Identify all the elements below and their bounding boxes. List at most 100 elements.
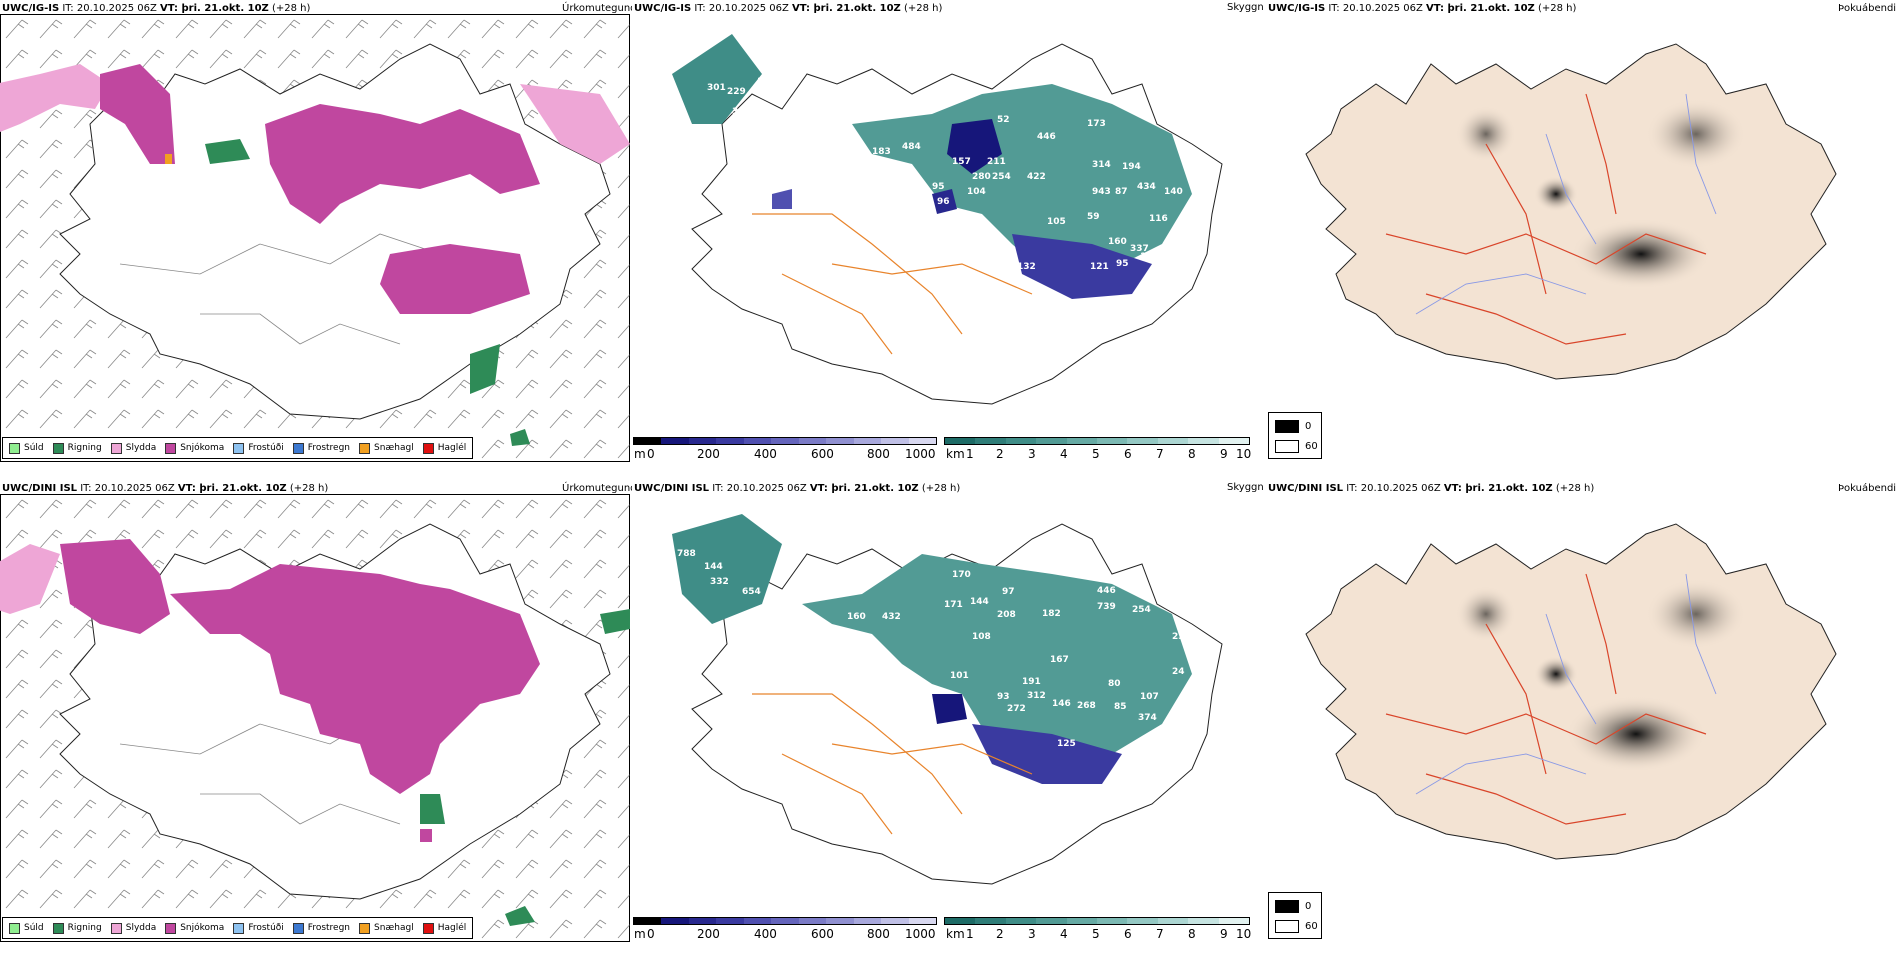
fog-map	[1305, 43, 1837, 380]
ceiling-visibility-map: 301 344 123 229 137 92 183 484 157 95 96…	[672, 34, 1223, 405]
ceiling-tick: 800	[867, 447, 890, 461]
visibility-colorbar: km 1 2 3 4 5 6 7 8 9 10	[944, 917, 1251, 941]
legend-swatch	[110, 442, 122, 454]
panel-title-ceiling: Skyggni	[1227, 2, 1264, 13]
ceiling-label: 80	[1108, 679, 1121, 689]
ceiling-tick: 600	[811, 927, 834, 941]
legend-item: Slydda	[110, 442, 156, 454]
ceiling-label: 422	[1027, 172, 1046, 182]
ceiling-label: 134	[890, 695, 909, 705]
visibility-tick: 4	[1060, 927, 1068, 941]
fog-legend-label: 0	[1305, 901, 1312, 912]
legend-swatch	[165, 922, 177, 934]
ceiling-label: 160	[847, 612, 866, 622]
ceiling-tick: 1000	[905, 447, 936, 461]
ceiling-label: 121	[1090, 262, 1109, 272]
legend-swatch	[422, 922, 434, 934]
visibility-tick: 4	[1060, 447, 1068, 461]
legend-item: Snjókoma	[165, 442, 224, 454]
fog-legend-swatch	[1275, 900, 1299, 913]
legend-swatch	[165, 442, 177, 454]
run-header: UWC/DINI ISL IT: 20.10.2025 06Z VT: þri.…	[2, 483, 329, 494]
ceiling-tick: 1000	[905, 927, 936, 941]
precip-panel: UWC/IG-IS IT: 20.10.2025 06Z VT: þri. 21…	[0, 0, 632, 475]
legend-swatch	[52, 922, 64, 934]
fog-legend-label: 60	[1305, 921, 1318, 932]
panel-title-fog: Þokuábendi	[1838, 3, 1897, 14]
precip-type-legend: Súld Rigning Slydda Snjókoma Frostúði Fr…	[2, 917, 474, 939]
ceiling-tick: 200	[697, 447, 720, 461]
ceiling-label: 105	[1047, 217, 1066, 227]
visibility-tick: 8	[1188, 447, 1196, 461]
precip-panel: UWC/DINI ISL IT: 20.10.2025 06Z VT: þri.…	[0, 480, 632, 955]
ceiling-label: 432	[882, 612, 901, 622]
ceiling-label: 132	[1017, 262, 1036, 272]
ceiling-label: 229	[727, 87, 746, 97]
ceiling-label: 92	[827, 227, 840, 237]
ceiling-label: 654	[742, 587, 761, 597]
ceiling-label: 171	[944, 600, 963, 610]
ceiling-label: 170	[952, 570, 971, 580]
legend-item: Rigning	[52, 922, 102, 934]
ceiling-label: 314	[1092, 160, 1111, 170]
legend-swatch	[233, 922, 245, 934]
ceiling-tick: 0	[647, 447, 655, 461]
ceiling-label: 943	[1092, 187, 1111, 197]
ceiling-label: 332	[710, 577, 729, 587]
ceiling-label: 96	[937, 197, 950, 207]
visibility-tick: 1	[966, 447, 974, 461]
fog-legend: 0 60	[1268, 412, 1322, 459]
ceiling-label: 125	[1057, 739, 1076, 749]
ceiling-label: 183	[872, 147, 891, 157]
legend-swatch	[9, 442, 20, 454]
ceiling-label: 208	[997, 610, 1016, 620]
legend-item: Frostúði	[233, 442, 284, 454]
visibility-tick: 5	[1092, 927, 1100, 941]
ceiling-label: 173	[1087, 119, 1106, 129]
visibility-unit: km	[946, 927, 965, 941]
visibility-tick: 1	[966, 927, 974, 941]
ceiling-label: 374	[1138, 713, 1157, 723]
legend-item: Frostregn	[292, 922, 350, 934]
ceiling-label: 92	[782, 142, 795, 152]
ceiling-label: 157	[952, 157, 971, 167]
visibility-tick: 3	[1028, 447, 1036, 461]
visibility-tick: 3	[1028, 927, 1036, 941]
run-header: UWC/IG-IS IT: 20.10.2025 06Z VT: þri. 21…	[2, 3, 311, 14]
panel-title-precip: Úrkomutegund	[562, 3, 632, 14]
ceiling-label: 97	[1002, 587, 1015, 597]
ceiling-label: 280	[972, 172, 991, 182]
ceiling-label: 107	[1140, 252, 1159, 262]
legend-item: Haglél	[422, 922, 466, 934]
run-header: UWC/IG-IS IT: 20.10.2025 06Z VT: þri. 21…	[1268, 3, 1577, 14]
visibility-tick: 5	[1092, 447, 1100, 461]
fog-legend-label: 0	[1305, 421, 1312, 432]
ceiling-label: 306	[727, 627, 746, 637]
ceiling-colorbar: m 0 200 400 600 800 1000	[633, 917, 937, 941]
legend-swatch	[292, 922, 304, 934]
legend-swatch	[233, 442, 245, 454]
legend-swatch	[110, 922, 122, 934]
visibility-tick: 6	[1124, 447, 1132, 461]
ceiling-label: 24	[1172, 667, 1185, 677]
ceiling-label: 337	[1130, 244, 1149, 254]
panel-title-precip: Úrkomutegund	[562, 483, 632, 494]
fog-panel: UWC/IG-IS IT: 20.10.2025 06Z VT: þri. 21…	[1266, 0, 1900, 475]
ceiling-visibility-map: 788 144 332 654 966 306 160 432 171 170 …	[672, 514, 1223, 885]
ceiling-label: 211	[987, 157, 1006, 167]
ceiling-label: 59	[1087, 212, 1100, 222]
ceiling-label: 87	[1115, 187, 1128, 197]
legend-item: Haglél	[422, 442, 466, 454]
visibility-tick: 7	[1156, 927, 1164, 941]
ceiling-colorbar-strip	[633, 437, 937, 445]
legend-item: Slydda	[110, 922, 156, 934]
fog-panel: UWC/DINI ISL IT: 20.10.2025 06Z VT: þri.…	[1266, 480, 1900, 955]
ceiling-label: 107	[1140, 692, 1159, 702]
visibility-tick: 7	[1156, 447, 1164, 461]
ceiling-label: 123	[757, 77, 776, 87]
legend-swatch	[359, 922, 371, 934]
visibility-unit: km	[946, 447, 965, 461]
label-group: 301 344 123 229 137 92 183 484 157 95 96…	[707, 77, 1183, 272]
ceiling-label: 237	[1172, 632, 1191, 642]
ceiling-label: 446	[1097, 586, 1116, 596]
